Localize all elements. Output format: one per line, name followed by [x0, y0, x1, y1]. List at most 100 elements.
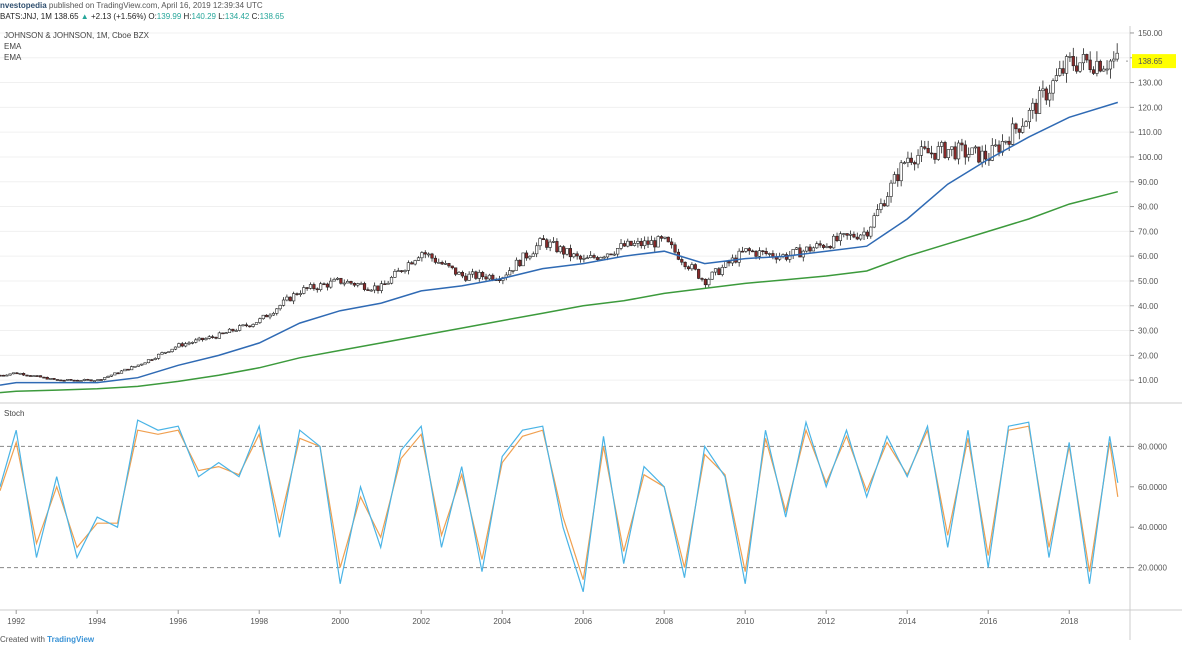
candle-up	[275, 308, 279, 314]
candle-down	[562, 246, 566, 255]
candle-down	[524, 252, 529, 259]
candle-down	[646, 240, 650, 245]
candle-up	[113, 372, 117, 376]
candle-up	[862, 231, 866, 236]
candle-up	[1051, 80, 1055, 94]
candle-down	[754, 251, 758, 257]
candle-up	[1048, 92, 1052, 101]
up-arrow-icon: ▲	[80, 12, 89, 21]
candle-down	[693, 264, 697, 270]
candle-down	[481, 272, 485, 278]
candle-up	[632, 243, 637, 246]
candle-up	[427, 253, 431, 256]
candle-down	[214, 336, 218, 339]
candle-up	[902, 162, 907, 164]
candle-up	[582, 258, 586, 260]
candle-up	[1068, 56, 1072, 58]
candle-down	[1007, 140, 1011, 145]
price-tick-label: 110.00	[1138, 128, 1162, 137]
candle-up	[356, 283, 360, 286]
stoch-tick-label: 80.0000	[1138, 442, 1167, 451]
candle-up	[1108, 60, 1113, 70]
candle-down	[629, 240, 633, 246]
candle-up	[254, 322, 259, 325]
candle-down	[1034, 102, 1038, 114]
candle-up	[167, 351, 171, 353]
tradingview-logo[interactable]: TradingView	[47, 635, 95, 644]
candle-up	[805, 246, 809, 252]
candle-up	[589, 255, 593, 259]
publish-text: published on TradingView.com, April 16, …	[48, 1, 263, 10]
candle-up	[184, 343, 188, 347]
open-label: O:	[148, 12, 157, 21]
candle-down	[35, 375, 39, 377]
candle-up	[1064, 56, 1069, 74]
candle-up	[737, 250, 741, 263]
price-tick-label: 20.00	[1138, 351, 1159, 360]
candle-up	[990, 145, 994, 161]
candle-down	[211, 336, 215, 338]
candle-down	[62, 379, 66, 382]
candle-up	[140, 363, 144, 366]
candle-up	[177, 343, 181, 348]
candle-down	[963, 144, 967, 158]
candle-down	[116, 372, 120, 375]
candle-down	[666, 236, 670, 243]
candle-down	[423, 252, 427, 255]
candle-down	[1014, 123, 1018, 130]
candle-down	[896, 174, 900, 182]
candle-up	[373, 285, 377, 291]
candle-down	[22, 373, 26, 376]
candle-down	[200, 337, 205, 341]
time-tick-label: 2016	[979, 617, 997, 626]
candle-up	[396, 270, 400, 272]
candle-down	[150, 359, 154, 361]
candle-down	[703, 278, 708, 286]
candle-down	[366, 289, 370, 291]
candle-up	[11, 372, 16, 375]
candle-up	[956, 142, 961, 160]
high-value: 140.29	[191, 12, 216, 21]
candle-up	[521, 252, 525, 267]
candle-up	[994, 144, 998, 147]
candle-up	[403, 270, 407, 272]
candle-up	[514, 259, 518, 271]
candle-down	[45, 376, 49, 380]
candle-down	[639, 240, 643, 247]
created-with: Created with	[0, 635, 45, 644]
candle-up	[508, 270, 512, 276]
price-tick-label: 80.00	[1138, 203, 1159, 212]
candle-up	[18, 373, 22, 375]
price-plot-area	[0, 26, 1130, 402]
candle-down	[410, 262, 414, 265]
time-tick-label: 2006	[574, 617, 592, 626]
candle-down	[265, 314, 269, 318]
candle-down	[89, 379, 93, 382]
candle-up	[194, 339, 198, 343]
candle-up	[271, 313, 275, 316]
price-tick-label: 70.00	[1138, 227, 1159, 236]
ema-slow-line	[0, 190, 1118, 394]
candle-up	[217, 332, 221, 339]
close-label: C:	[251, 12, 260, 21]
candle-up	[585, 257, 589, 260]
candle-up	[92, 380, 97, 382]
time-tick-label: 1994	[88, 617, 106, 626]
candle-up	[565, 248, 569, 255]
candle-up	[980, 150, 984, 163]
candle-up	[65, 379, 70, 381]
candle-down	[835, 235, 839, 242]
candle-down	[683, 261, 687, 268]
candle-up	[470, 271, 475, 275]
candle-down	[1091, 69, 1096, 74]
candle-up	[889, 182, 893, 197]
candle-down	[808, 246, 812, 252]
candle-up	[335, 277, 340, 280]
price-tick-label: 10.00	[1138, 376, 1159, 385]
candle-down	[1075, 65, 1079, 72]
candle-down	[454, 267, 458, 275]
candle-up	[899, 162, 903, 182]
candle-up	[1112, 58, 1116, 62]
candle-down	[72, 379, 76, 382]
